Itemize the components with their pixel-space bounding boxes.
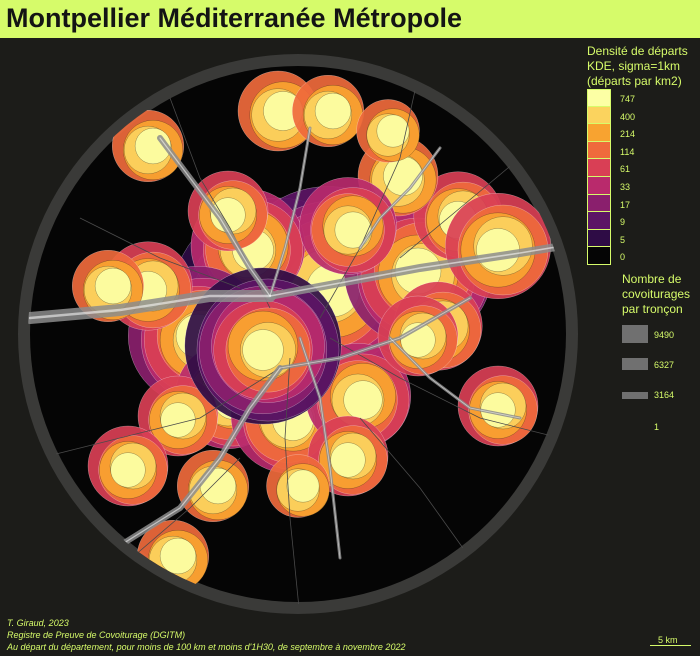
- flow-legend-title-3: par tronçon: [622, 302, 683, 316]
- density-legend-swatch: [587, 247, 611, 265]
- flow-legend-title-2: covoiturages: [622, 287, 691, 301]
- density-legend-title-1: Densité de départs: [587, 44, 688, 58]
- flow-legend-title-1: Nombre de: [622, 272, 682, 286]
- credit-scope: Au départ du département, pour moins de …: [7, 642, 406, 652]
- flow-legend-value-1: 9490: [654, 330, 675, 340]
- flow-legend-symbol-large: [622, 325, 648, 343]
- flow-legend-value-3: 3164: [654, 390, 675, 400]
- density-legend-swatch: [587, 159, 611, 177]
- density-legend-break: 5: [620, 234, 626, 245]
- density-legend-swatch: [587, 177, 611, 195]
- density-legend-break: 0: [620, 252, 626, 263]
- flow-legend-symbol-small: [622, 392, 648, 399]
- credit-author: T. Giraud, 2023: [7, 618, 69, 628]
- flow-legend-value-4: 1: [654, 422, 660, 432]
- density-legend-break: 17: [620, 199, 631, 210]
- density-legend-break: 9: [620, 217, 626, 228]
- density-legend-swatch: [587, 106, 611, 125]
- map-title: Montpellier Méditerranée Métropole: [6, 3, 463, 33]
- density-legend-title-2: KDE, sigma=1km: [587, 59, 681, 73]
- credit-source: Registre de Preuve de Covoiturage (DGITM…: [7, 630, 186, 640]
- scale-bar-label: 5 km: [658, 635, 678, 645]
- density-legend-break: 61: [620, 164, 631, 175]
- density-legend-break: 114: [620, 146, 635, 157]
- density-legend-swatch: [587, 124, 611, 142]
- density-legend-break: 214: [620, 129, 636, 140]
- density-legend-break: 33: [620, 182, 631, 192]
- density-legend-break: 747: [620, 94, 636, 104]
- density-legend-swatch: [587, 229, 611, 248]
- density-legend-title-3: (départs par km2): [587, 74, 682, 88]
- carpool-flow-network: [28, 126, 568, 561]
- flow-legend-value-2: 6327: [654, 360, 675, 370]
- scale-bar: [650, 645, 691, 646]
- density-legend-swatch: [587, 194, 611, 213]
- map-canvas: [18, 54, 578, 614]
- density-legend-swatch: [587, 89, 611, 107]
- density-legend-swatch: [587, 212, 611, 230]
- density-legend-break: 400: [620, 111, 636, 122]
- density-legend-swatch: [587, 141, 611, 160]
- flow-legend-symbol-medium: [622, 358, 648, 370]
- title-bar: Montpellier Méditerranée Métropole: [0, 0, 700, 38]
